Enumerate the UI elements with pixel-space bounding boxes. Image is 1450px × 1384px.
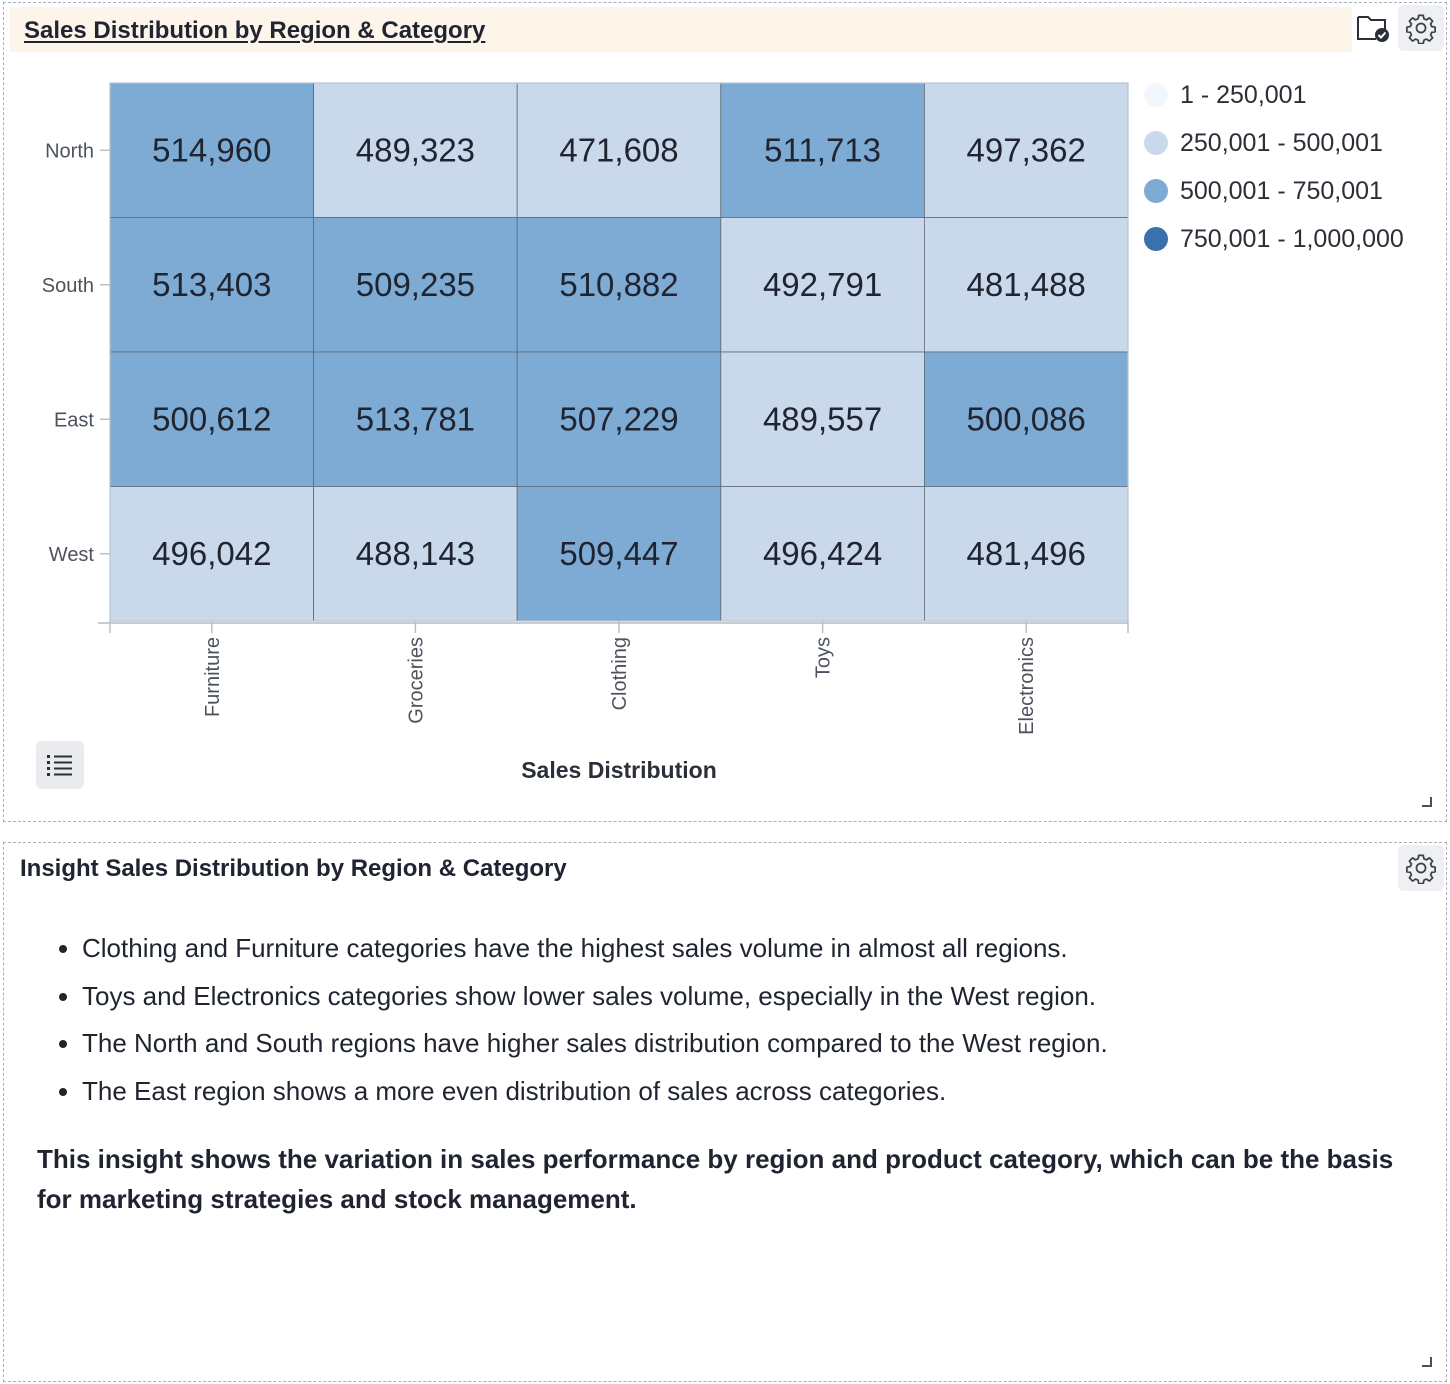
cell-value-label: 509,447	[559, 535, 678, 572]
list-item: Clothing and Furniture categories have t…	[82, 925, 1108, 973]
legend-label: 500,001 - 750,001	[1180, 176, 1383, 205]
heatmap-cell[interactable]	[313, 486, 518, 622]
cell-value-label: 496,042	[152, 535, 271, 572]
insight-panel: Insight Sales Distribution by Region & C…	[3, 842, 1447, 1382]
x-tick-label: Toys	[813, 637, 835, 678]
cell-value-label: 481,496	[967, 535, 1086, 572]
list-item: The North and South regions have higher …	[82, 1020, 1108, 1068]
x-tick-label: Clothing	[609, 637, 631, 710]
cell-value-label: 496,424	[763, 535, 882, 572]
cell-value-label: 489,557	[763, 400, 882, 437]
legend-swatch	[1144, 227, 1168, 251]
cell-value-label: 497,362	[967, 131, 1086, 168]
cell-value-label: 510,882	[559, 266, 678, 303]
heatmap-cell[interactable]	[924, 351, 1129, 487]
cell-value-label: 489,323	[356, 131, 475, 168]
cell-value-label: 511,713	[764, 131, 881, 168]
list-item: The East region shows a more even distri…	[82, 1068, 1108, 1116]
legend-label: 750,001 - 1,000,000	[1180, 224, 1404, 253]
cell-value-label: 513,781	[356, 400, 475, 437]
legend-item[interactable]: 750,001 - 1,000,000	[1144, 215, 1404, 263]
heatmap-cell[interactable]	[516, 351, 722, 487]
resize-handle[interactable]	[1422, 797, 1432, 807]
heatmap-cell[interactable]	[924, 217, 1129, 353]
cell-value-label: 481,488	[967, 266, 1086, 303]
heatmap-cell[interactable]	[924, 486, 1129, 622]
heatmap-chart: 514,960 489,323 471,608 511,713 497,362 513,4…	[42, 82, 1129, 783]
cell-value-label: 492,791	[763, 266, 882, 303]
legend-swatch	[1144, 83, 1168, 107]
heatmap-cell[interactable]	[720, 82, 925, 218]
insight-panel-title: Insight Sales Distribution by Region & C…	[20, 855, 567, 882]
legend-item[interactable]: 250,001 - 500,001	[1144, 119, 1404, 167]
y-tick-label: North	[45, 140, 94, 162]
heatmap-cell[interactable]	[313, 351, 518, 487]
folder-check-icon[interactable]	[1350, 5, 1396, 51]
y-tick-label: West	[49, 544, 95, 566]
legend-item[interactable]: 1 - 250,001	[1144, 71, 1404, 119]
list-item: Toys and Electronics categories show low…	[82, 973, 1108, 1021]
heatmap-cell[interactable]	[516, 486, 722, 622]
cell-value-label: 507,229	[559, 400, 678, 437]
gear-icon[interactable]	[1398, 845, 1444, 891]
resize-handle[interactable]	[1422, 1357, 1432, 1367]
heatmap-cell[interactable]	[516, 217, 722, 353]
heatmap-cell[interactable]	[720, 486, 925, 622]
x-tick-label: Electronics	[1016, 637, 1038, 735]
insight-summary: This insight shows the variation in sale…	[37, 1144, 1394, 1214]
legend-swatch	[1144, 131, 1168, 155]
heatmap-cell[interactable]	[109, 351, 315, 487]
chart-panel: Sales Distribution by Region & Category …	[3, 2, 1447, 822]
chart-legend: 1 - 250,001 250,001 - 500,001 500,001 - 75…	[1144, 71, 1404, 263]
cell-value-label: 509,235	[356, 266, 475, 303]
cell-value-label: 513,403	[152, 266, 271, 303]
chart-panel-header: Sales Distribution by Region & Category	[10, 7, 1352, 52]
gear-icon[interactable]	[1398, 5, 1444, 51]
legend-item[interactable]: 500,001 - 750,001	[1144, 167, 1404, 215]
legend-label: 250,001 - 500,001	[1180, 128, 1383, 157]
heatmap-cell[interactable]	[109, 82, 315, 218]
heatmap-cell[interactable]	[313, 82, 518, 218]
legend-swatch	[1144, 179, 1168, 203]
cell-value-label: 488,143	[356, 535, 475, 572]
y-tick-label: East	[54, 409, 94, 431]
heatmap-cell[interactable]	[924, 82, 1129, 218]
x-axis-title: Sales Distribution	[521, 757, 717, 783]
cell-value-label: 500,086	[967, 400, 1086, 437]
list-icon[interactable]	[36, 741, 84, 789]
cell-value-label: 500,612	[152, 400, 271, 437]
cell-value-label: 471,608	[559, 131, 678, 168]
insight-bullet-list: Clothing and Furniture categories have t…	[82, 925, 1108, 1115]
heatmap-cell[interactable]	[313, 217, 518, 353]
x-tick-label: Groceries	[405, 637, 427, 724]
heatmap-cell[interactable]	[516, 82, 722, 218]
cell-value-label: 514,960	[152, 131, 271, 168]
x-tick-label: Furniture	[202, 637, 224, 717]
chart-panel-title[interactable]: Sales Distribution by Region & Category	[24, 17, 486, 44]
legend-label: 1 - 250,001	[1180, 80, 1307, 109]
heatmap-cell[interactable]	[109, 217, 315, 353]
y-tick-label: South	[42, 275, 94, 297]
heatmap-cell[interactable]	[720, 351, 925, 487]
heatmap-cell[interactable]	[720, 217, 925, 353]
